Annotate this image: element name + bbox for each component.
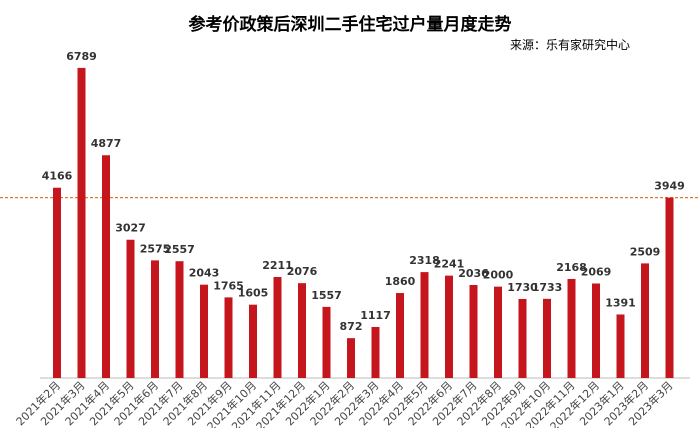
bar bbox=[616, 314, 625, 378]
bar bbox=[567, 278, 576, 378]
data-label: 1605 bbox=[238, 287, 269, 300]
bar bbox=[396, 293, 404, 378]
bar bbox=[102, 155, 110, 378]
bar bbox=[249, 304, 257, 378]
bar bbox=[200, 284, 208, 378]
data-label: 3949 bbox=[654, 180, 685, 193]
data-label: 6789 bbox=[66, 50, 97, 63]
data-label: 4166 bbox=[42, 170, 73, 183]
bar bbox=[126, 239, 135, 378]
data-label: 1391 bbox=[605, 296, 636, 309]
data-label: 2000 bbox=[483, 269, 514, 282]
bar bbox=[371, 326, 380, 378]
data-label: 2043 bbox=[189, 267, 220, 280]
chart-source: 来源：乐有家研究中心 bbox=[510, 38, 631, 52]
bar bbox=[77, 67, 86, 378]
data-label: 1765 bbox=[213, 279, 244, 292]
data-label: 872 bbox=[340, 320, 363, 333]
bar bbox=[224, 297, 233, 378]
data-label: 2069 bbox=[581, 265, 612, 278]
data-label: 1557 bbox=[311, 289, 342, 302]
bar bbox=[322, 306, 331, 378]
chart-title: 参考价政策后深圳二手住宅过户量月度走势 bbox=[188, 15, 512, 35]
data-label: 3027 bbox=[115, 222, 146, 235]
bar bbox=[641, 263, 649, 378]
bar bbox=[543, 298, 551, 378]
data-label: 1730 bbox=[507, 281, 538, 294]
bar bbox=[347, 338, 355, 378]
data-label: 1733 bbox=[532, 281, 563, 294]
bar bbox=[665, 197, 674, 378]
bar bbox=[592, 283, 600, 378]
bar bbox=[151, 260, 159, 378]
data-label: 2318 bbox=[409, 254, 440, 267]
data-label: 2241 bbox=[434, 258, 465, 271]
data-label: 2036 bbox=[458, 267, 489, 280]
bar bbox=[469, 285, 478, 378]
bar bbox=[420, 272, 429, 378]
data-label: 1117 bbox=[360, 309, 391, 322]
data-label: 2211 bbox=[262, 259, 293, 272]
bar bbox=[518, 298, 527, 378]
data-label: 2557 bbox=[164, 243, 195, 256]
bar bbox=[298, 283, 306, 378]
data-label: 4877 bbox=[91, 137, 122, 150]
data-label: 2509 bbox=[630, 245, 661, 258]
data-label: 2575 bbox=[140, 242, 171, 255]
bar bbox=[175, 261, 184, 378]
bar bbox=[273, 277, 282, 378]
data-label: 1860 bbox=[385, 275, 416, 288]
bar bbox=[445, 275, 453, 378]
bar bbox=[53, 187, 61, 378]
bar bbox=[494, 286, 502, 378]
data-label: 2168 bbox=[556, 261, 587, 274]
data-label: 2076 bbox=[287, 265, 318, 278]
